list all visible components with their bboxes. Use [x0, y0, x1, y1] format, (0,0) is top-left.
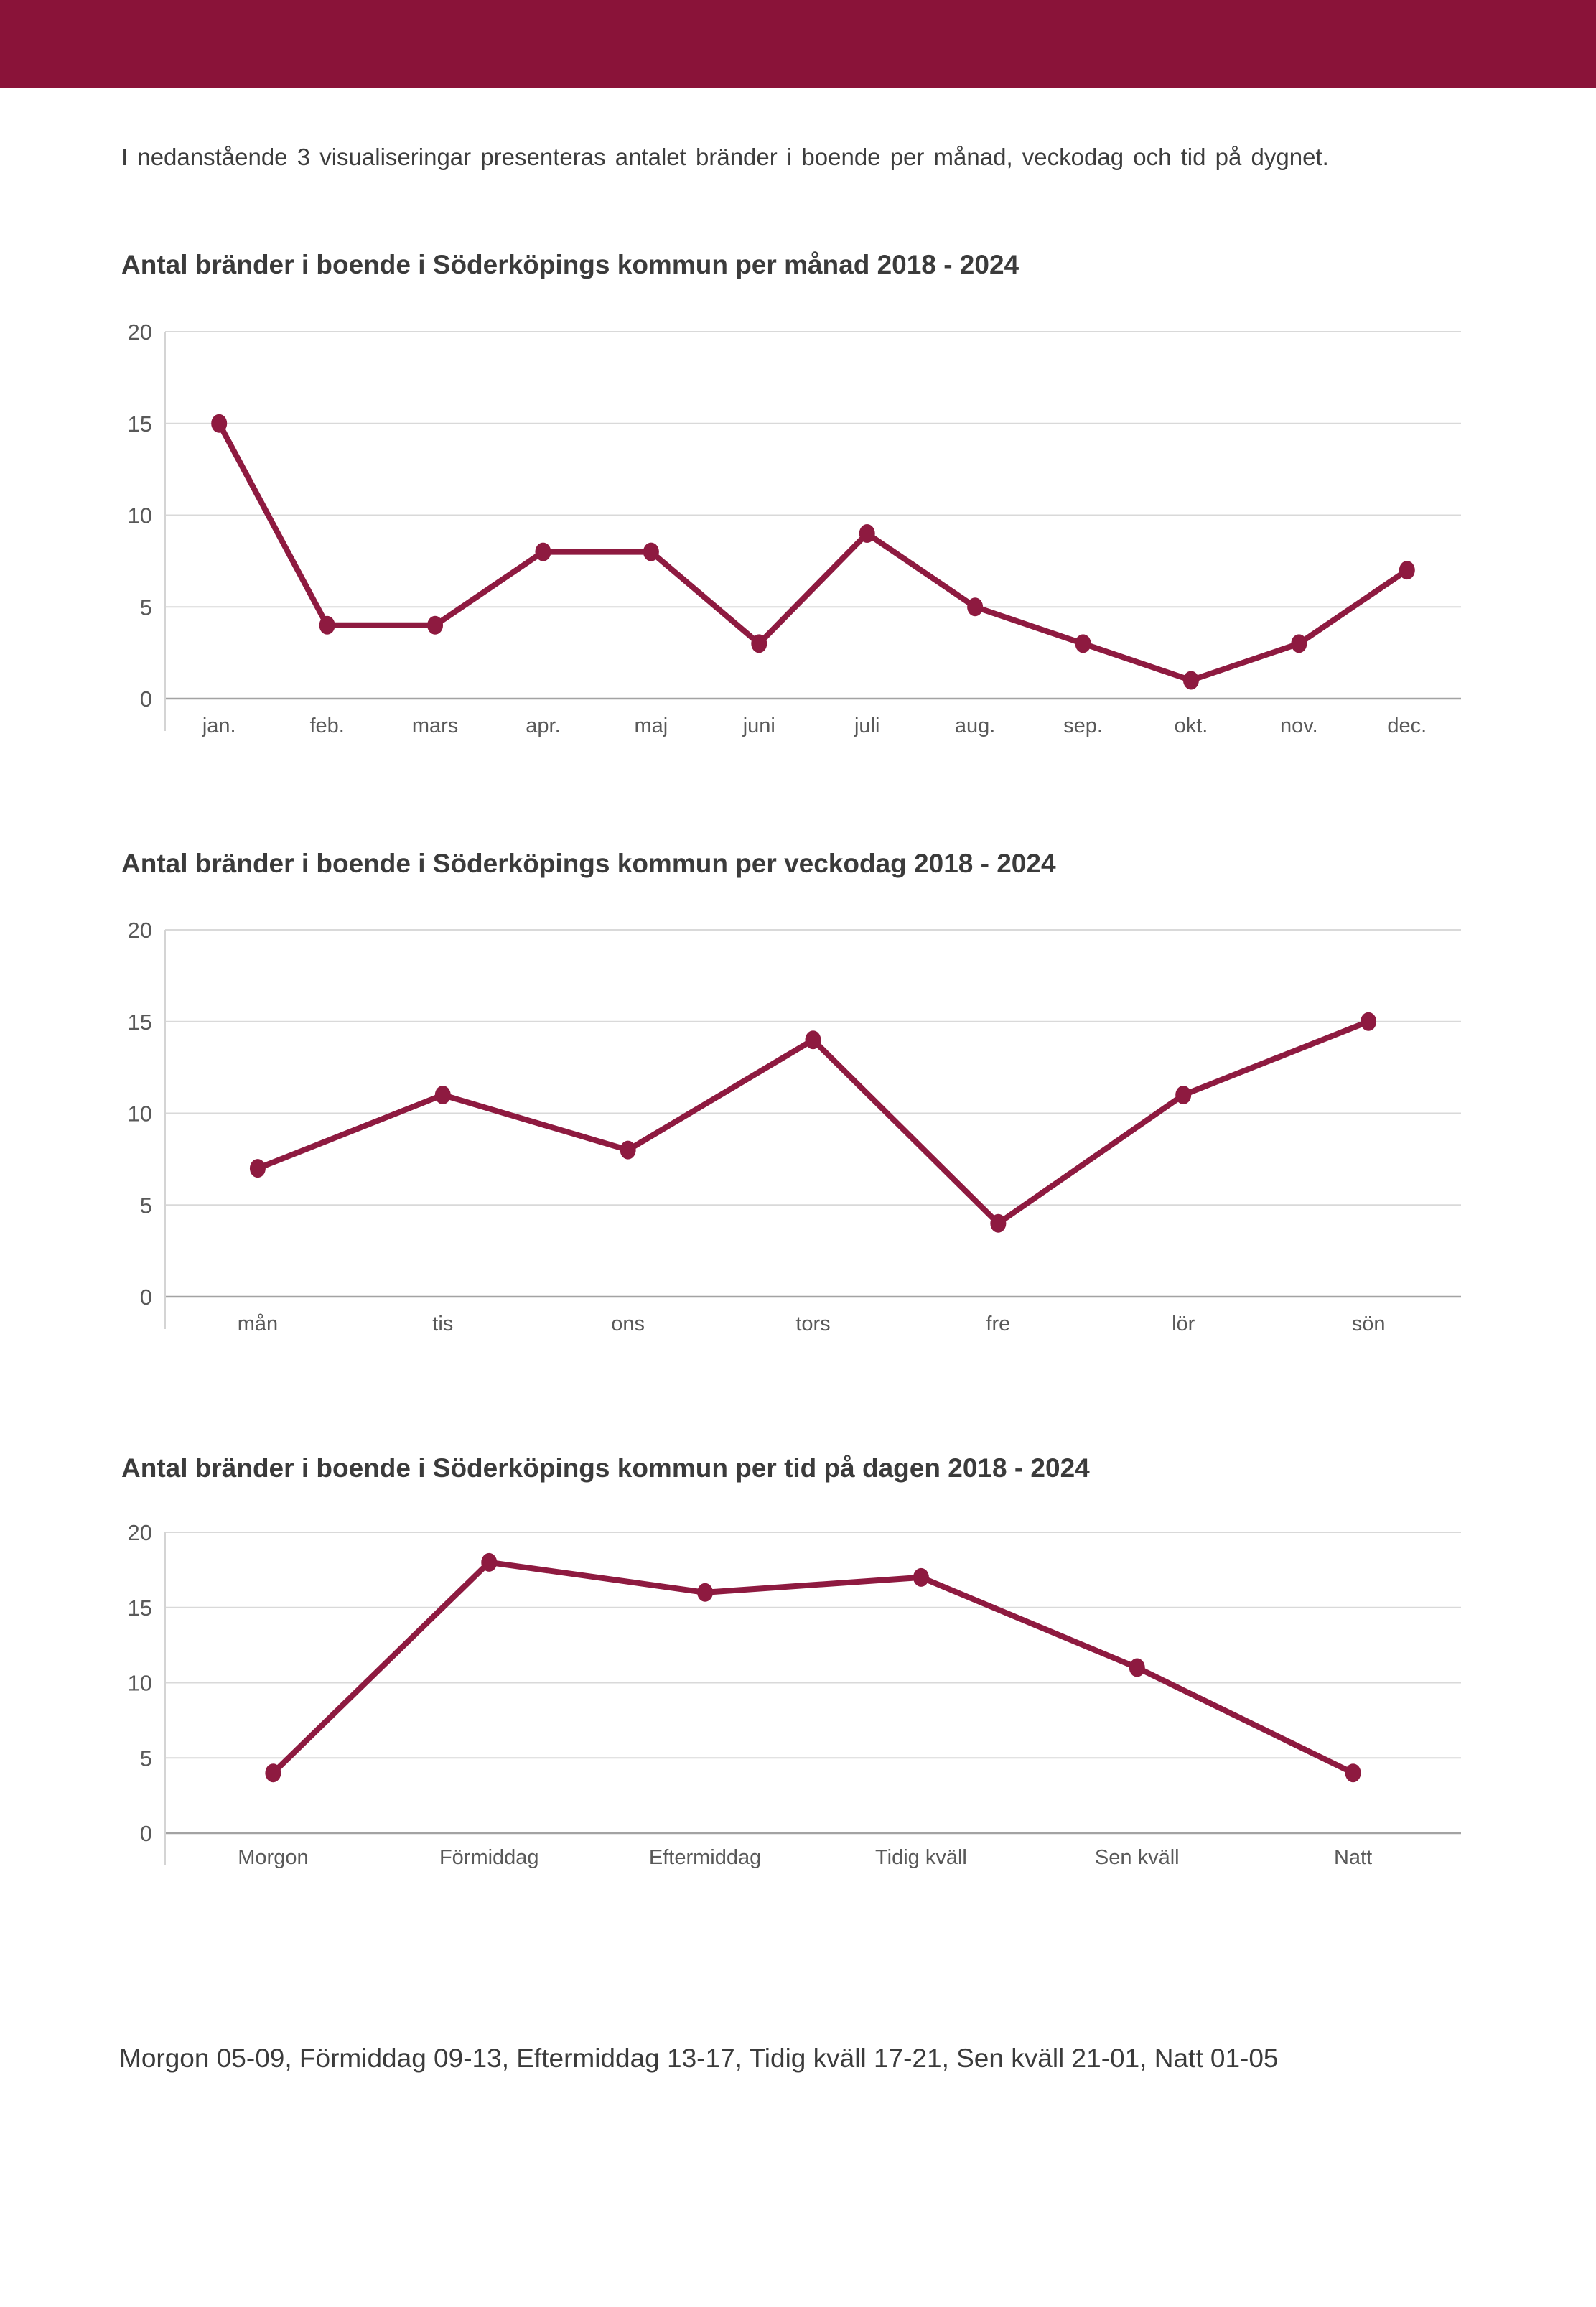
x-tick-label: dec.	[1387, 714, 1427, 737]
data-point	[265, 1763, 281, 1783]
data-point	[1129, 1658, 1145, 1677]
data-point	[1175, 1085, 1192, 1104]
data-point	[249, 1159, 266, 1178]
x-tick-label: fre	[986, 1313, 1010, 1336]
x-tick-label: Tidig kväll	[875, 1846, 967, 1869]
x-tick-label: apr.	[526, 714, 560, 737]
y-tick-label: 15	[128, 1595, 152, 1621]
y-tick-label: 15	[128, 411, 152, 437]
data-line	[216, 420, 1410, 684]
x-tick-label: Förmiddag	[439, 1846, 539, 1869]
x-tick-label: aug.	[955, 714, 995, 737]
x-tick-label: mån	[238, 1313, 278, 1336]
x-tick-label: maj	[635, 714, 668, 737]
data-point	[1291, 634, 1307, 653]
data-point	[697, 1583, 714, 1602]
data-line	[270, 1559, 1356, 1776]
data-point	[427, 615, 444, 635]
y-tick-label: 15	[128, 1010, 152, 1035]
y-tick-label: 10	[128, 1671, 152, 1696]
data-point	[1075, 634, 1091, 653]
x-tick-label: jan.	[202, 714, 236, 737]
data-point	[319, 615, 335, 635]
data-point	[805, 1030, 821, 1050]
y-tick-label: 0	[140, 1821, 152, 1846]
y-tick-label: 20	[128, 918, 152, 943]
x-tick-label: sön	[1352, 1313, 1386, 1336]
header-bar	[0, 0, 1596, 88]
data-point	[1182, 671, 1199, 690]
data-point	[967, 597, 984, 617]
x-tick-label: Eftermiddag	[649, 1846, 761, 1869]
data-point	[859, 524, 875, 544]
data-point	[211, 414, 228, 433]
x-tick-label: ons	[611, 1313, 645, 1336]
y-tick-label: 10	[128, 1101, 152, 1127]
chart-title-per-month: Antal bränder i boende i Söderköpings ko…	[121, 250, 1019, 279]
line-chart-svg: 0 5 10 15 20 jan. feb. mars apr. maj juni juli aug. s…	[128, 320, 1461, 737]
data-point	[1361, 1012, 1377, 1031]
y-tick-label: 10	[128, 503, 152, 528]
x-tick-label: feb.	[309, 714, 344, 737]
y-tick-label: 20	[128, 320, 152, 345]
x-tick-label: juli	[854, 714, 879, 737]
y-tick-label: 0	[140, 1285, 152, 1310]
data-point	[990, 1213, 1007, 1233]
y-tick-label: 5	[140, 1193, 152, 1218]
line-chart-per-month: 0 5 10 15 20 jan. feb. mars apr. maj juni juli aug. s…	[0, 309, 1596, 768]
data-point	[620, 1140, 636, 1160]
data-point	[643, 542, 659, 561]
line-chart-svg: 0 5 10 15 20 Morgon Förmiddag Eftermiddag Tidig …	[128, 1520, 1461, 1869]
y-tick-label: 20	[128, 1520, 152, 1545]
data-line	[254, 1018, 1372, 1227]
data-point	[481, 1552, 498, 1572]
x-tick-label: mars	[412, 714, 458, 737]
data-point	[535, 542, 551, 561]
x-tick-label: lör	[1172, 1313, 1195, 1336]
data-point	[913, 1567, 929, 1587]
chart-title-per-weekday: Antal bränder i boende i Söderköpings ko…	[121, 849, 1056, 878]
data-point	[1399, 561, 1415, 580]
data-point	[751, 634, 767, 653]
x-tick-label: sep.	[1063, 714, 1103, 737]
y-tick-label: 0	[140, 686, 152, 712]
data-point	[434, 1085, 451, 1104]
x-tick-label: Natt	[1334, 1846, 1372, 1869]
x-tick-label: tis	[432, 1313, 453, 1336]
y-tick-label: 5	[140, 1746, 152, 1771]
line-chart-per-weekday: 0 5 10 15 20 mån tis ons tors fre lör sön	[0, 907, 1596, 1366]
line-chart-svg: 0 5 10 15 20 mån tis ons tors fre lör sön	[128, 918, 1461, 1336]
x-tick-label: juni	[742, 714, 775, 737]
x-tick-label: nov.	[1280, 714, 1318, 737]
time-ranges-footnote: Morgon 05-09, Förmiddag 09-13, Eftermidd…	[119, 2043, 1279, 2073]
y-tick-label: 5	[140, 595, 152, 620]
x-tick-label: Sen kväll	[1095, 1846, 1180, 1869]
intro-text: I nedanstående 3 visualiseringar present…	[121, 144, 1329, 170]
data-point	[1345, 1763, 1361, 1783]
x-tick-label: tors	[795, 1313, 830, 1336]
x-tick-label: Morgon	[238, 1846, 308, 1869]
chart-title-per-time-of-day: Antal bränder i boende i Söderköpings ko…	[121, 1453, 1090, 1483]
x-tick-label: okt.	[1175, 714, 1208, 737]
line-chart-per-time-of-day: 0 5 10 15 20 Morgon Förmiddag Eftermiddag Tidig …	[0, 1509, 1596, 1911]
